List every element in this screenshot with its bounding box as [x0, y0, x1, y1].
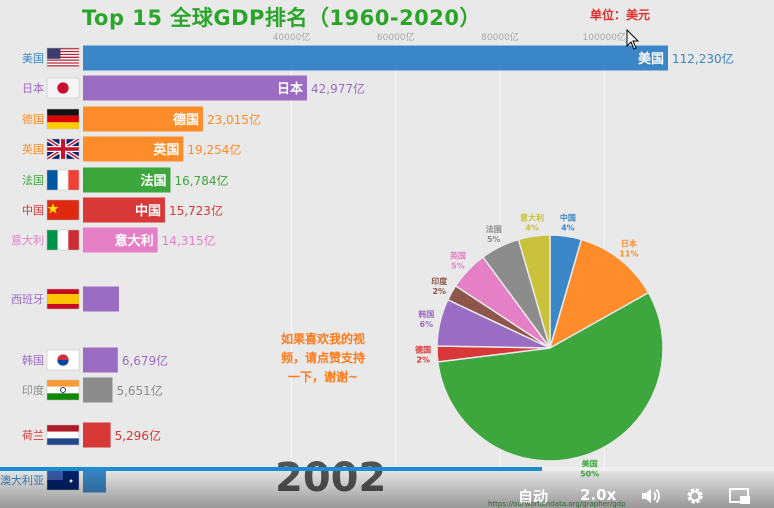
flag-fr-icon — [46, 169, 80, 191]
bar-1 — [83, 75, 308, 101]
pie-slice-name: 美国 — [582, 459, 598, 469]
overlay-line: 频，请点赞支持 — [280, 351, 365, 365]
pie-slice-name: 日本 — [621, 239, 637, 249]
pie-slice-percent: 50% — [580, 470, 599, 479]
country-label: 美国 — [22, 52, 44, 65]
bar-7 — [83, 286, 119, 312]
bar-11 — [83, 467, 106, 493]
bar-inner-label: 日本 — [277, 81, 303, 97]
progress-fill — [0, 467, 542, 471]
value-label: 112,230亿 — [672, 51, 734, 66]
flag-nl-icon — [46, 424, 80, 446]
pie-slice-percent: 2% — [432, 287, 446, 296]
pie-slice-name: 韩国 — [418, 309, 434, 319]
country-label: 德国 — [22, 112, 44, 126]
pie-slice-percent: 5% — [451, 262, 465, 271]
pie-slice-percent: 2% — [416, 356, 430, 365]
country-label: 荷兰 — [22, 429, 44, 442]
fullscreen-icon[interactable] — [728, 486, 752, 508]
country-label: 法国 — [22, 173, 44, 187]
flag-us-icon — [46, 47, 80, 69]
year-label: 2002 — [275, 455, 386, 501]
pie-slice-name: 意大利 — [520, 212, 544, 222]
flag-gb-icon — [45, 137, 81, 161]
pie-slice-1 — [548, 238, 650, 350]
axis-tick-label: 40000亿 — [273, 31, 311, 43]
unit-label: 单位：美元 — [590, 8, 651, 22]
pie-slice-name: 印度 — [431, 276, 448, 286]
pie-slice-name: 法国 — [486, 224, 502, 234]
overlay-message: 如果喜欢我的视 频，请点赞支持 一下，谢谢~ — [258, 330, 388, 387]
country-label: 印度 — [22, 383, 44, 397]
pie-slice-percent: 5% — [487, 235, 501, 244]
country-label: 英国 — [22, 142, 44, 156]
country-label: 韩国 — [22, 353, 44, 367]
pie-slice-name: 英国 — [449, 251, 466, 261]
axis-tick-label: 60000亿 — [377, 31, 415, 43]
bar-5 — [83, 197, 165, 223]
bar-9 — [83, 377, 113, 403]
value-label: 23,015亿 — [207, 112, 261, 127]
country-label: 意大利 — [11, 233, 44, 247]
cursor-icon — [626, 28, 640, 50]
bar-inner-label: 德国 — [173, 112, 199, 128]
country-label: 中国 — [22, 204, 44, 217]
overlay-line: 如果喜欢我的视 — [280, 332, 365, 346]
value-label: 14,315亿 — [162, 233, 216, 248]
pie-slice-percent: 4% — [561, 223, 575, 232]
source-url: https://ourworldindata.org/grapher/gdp — [488, 500, 626, 508]
axis-tick-label: 100000亿 — [583, 31, 626, 43]
bar-inner-label: 意大利 — [115, 233, 154, 249]
value-label: 15,723亿 — [169, 203, 223, 218]
quality-button[interactable]: 自动 — [518, 488, 549, 506]
bar-2 — [83, 106, 203, 132]
flag-jp-icon — [46, 77, 80, 99]
volume-icon[interactable] — [640, 486, 662, 508]
country-label: 日本 — [22, 81, 44, 95]
flag-cn-icon — [46, 199, 80, 221]
value-label: 5,296亿 — [115, 428, 161, 443]
value-label: 6,679亿 — [122, 353, 168, 368]
bar-inner-label: 美国 — [638, 51, 664, 67]
country-label: 西班牙 — [11, 293, 44, 306]
speed-button[interactable]: 2.0x — [580, 486, 617, 504]
value-label: 16,784亿 — [174, 173, 228, 188]
pie-slice-name: 中国 — [560, 212, 576, 222]
bar-0 — [83, 45, 668, 71]
value-label: 19,254亿 — [187, 142, 241, 157]
overlay-line: 一下，谢谢~ — [287, 370, 359, 384]
axis-tick-label: 80000亿 — [481, 31, 519, 43]
chart-title: Top 15 全球GDP排名（1960-2020） — [82, 6, 482, 30]
pie-slice-2 — [437, 291, 664, 462]
flag-kr-icon — [46, 349, 80, 371]
bar-inner-label: 中国 — [135, 203, 161, 219]
pie-slice-8 — [517, 234, 551, 349]
value-label: 42,977亿 — [311, 81, 365, 96]
bar-6 — [83, 227, 158, 253]
bar-10 — [83, 422, 111, 448]
pie-slice-percent: 6% — [420, 320, 434, 329]
flag-de-icon — [46, 108, 80, 130]
pie-slice-percent: 11% — [619, 250, 638, 259]
player-controls — [0, 468, 774, 508]
flag-it-icon — [46, 229, 80, 251]
pie-slice-percent: 4% — [525, 223, 539, 232]
flag-in-icon — [46, 379, 80, 401]
pie-slice-name: 德国 — [415, 345, 431, 355]
gear-icon[interactable] — [684, 485, 706, 508]
bar-inner-label: 英国 — [152, 142, 179, 158]
country-label: 澳大利亚 — [0, 473, 44, 487]
bar-3 — [83, 136, 184, 162]
bar-inner-label: 法国 — [140, 173, 166, 189]
bar-4 — [83, 167, 171, 193]
value-label: 5,651亿 — [116, 383, 162, 398]
bar-8 — [83, 347, 118, 373]
flag-es-icon — [46, 288, 80, 310]
progress-bar[interactable] — [0, 467, 774, 471]
